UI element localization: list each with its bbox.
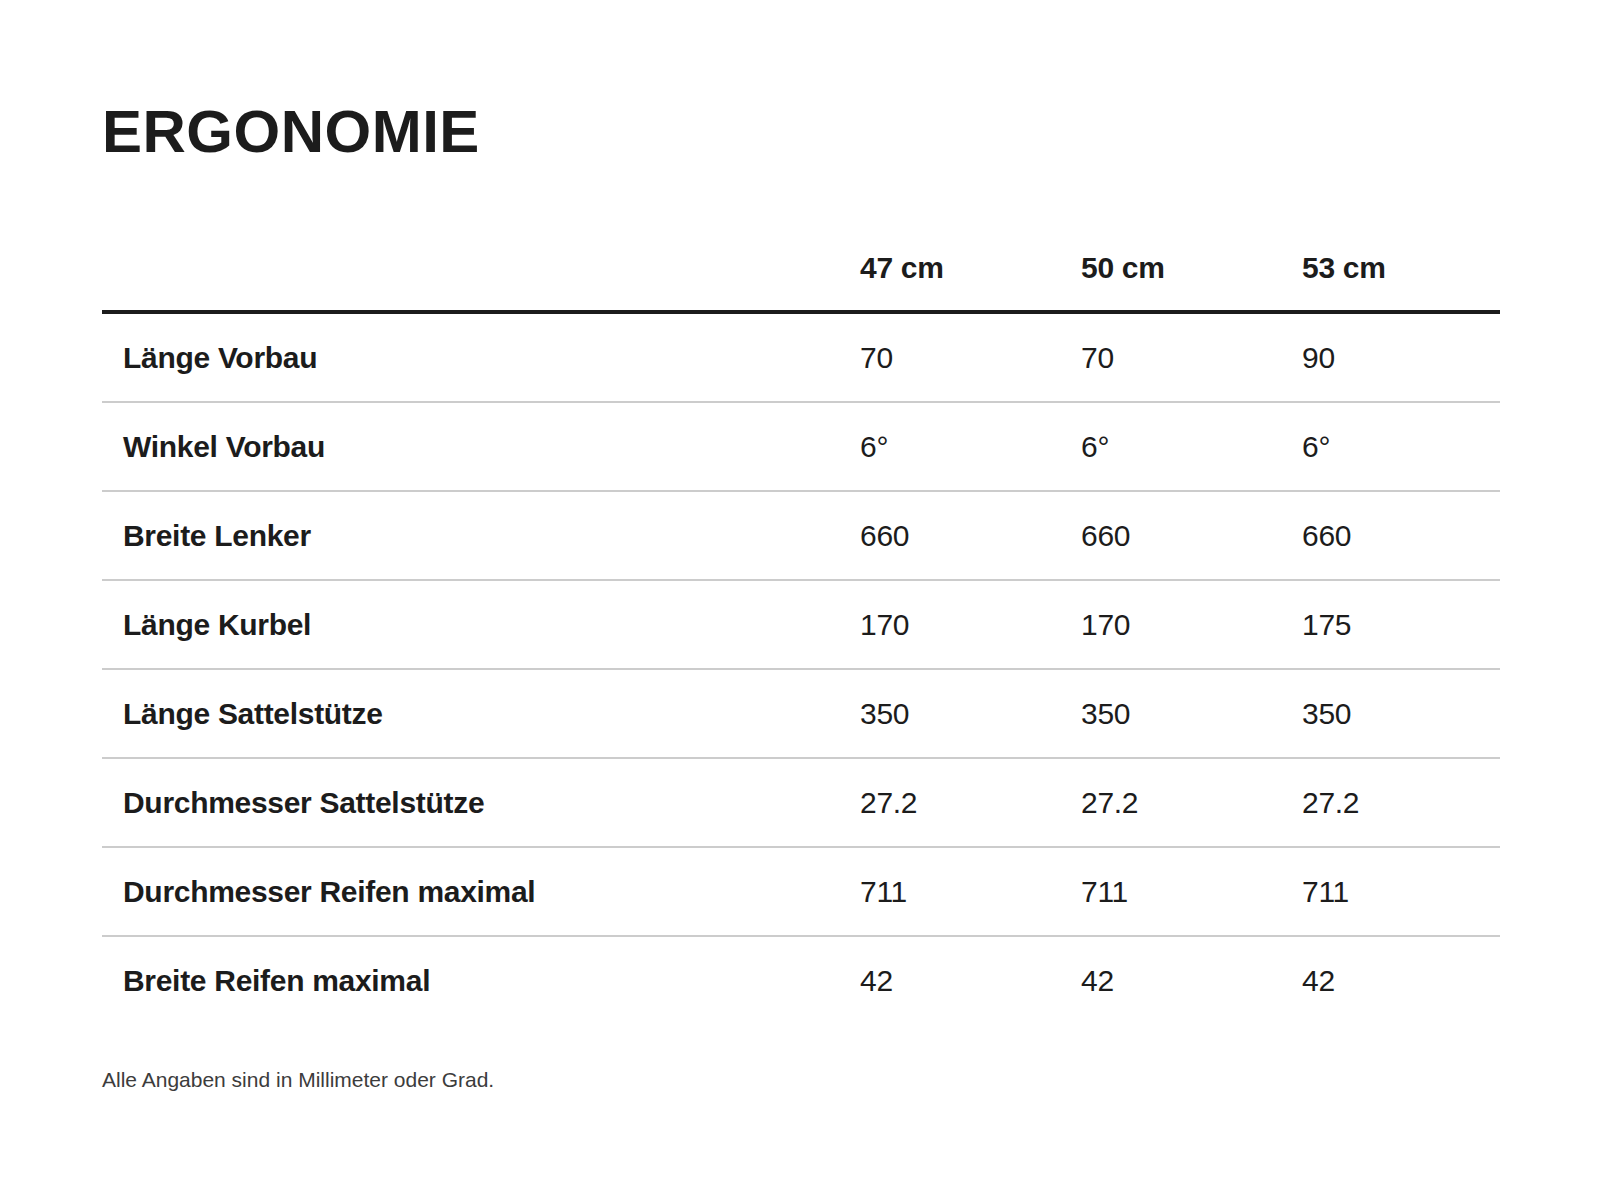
cell-value: 711 <box>1081 875 1302 909</box>
column-header-47cm: 47 cm <box>860 251 1081 285</box>
cell-value: 42 <box>860 964 1081 998</box>
column-header-53cm: 53 cm <box>1302 251 1500 285</box>
table-row-durchmesser-reifen-maximal: Durchmesser Reifen maximal 711 711 711 <box>102 848 1500 937</box>
cell-value: 170 <box>860 608 1081 642</box>
row-label: Breite Reifen maximal <box>102 964 860 998</box>
row-label: Durchmesser Reifen maximal <box>102 875 860 909</box>
cell-value: 660 <box>860 519 1081 553</box>
row-label: Breite Lenker <box>102 519 860 553</box>
cell-value: 175 <box>1302 608 1500 642</box>
row-label: Länge Sattelstütze <box>102 697 860 731</box>
cell-value: 70 <box>1081 341 1302 375</box>
cell-value: 6° <box>1081 430 1302 464</box>
cell-value: 6° <box>1302 430 1500 464</box>
cell-value: 660 <box>1302 519 1500 553</box>
row-label: Länge Vorbau <box>102 341 860 375</box>
ergonomics-spec-table: 47 cm 50 cm 53 cm Länge Vorbau 70 70 90 … <box>102 226 1500 1024</box>
cell-value: 42 <box>1302 964 1500 998</box>
cell-value: 27.2 <box>860 786 1081 820</box>
column-header-50cm: 50 cm <box>1081 251 1302 285</box>
cell-value: 90 <box>1302 341 1500 375</box>
table-row-laenge-sattelstuetze: Länge Sattelstütze 350 350 350 <box>102 670 1500 759</box>
cell-value: 6° <box>860 430 1081 464</box>
table-row-breite-reifen-maximal: Breite Reifen maximal 42 42 42 <box>102 937 1500 1024</box>
ergonomics-page: ERGONOMIE 47 cm 50 cm 53 cm Länge Vorbau… <box>0 0 1600 1200</box>
cell-value: 660 <box>1081 519 1302 553</box>
cell-value: 350 <box>1302 697 1500 731</box>
row-label: Durchmesser Sattelstütze <box>102 786 860 820</box>
table-row-laenge-vorbau: Länge Vorbau 70 70 90 <box>102 314 1500 403</box>
cell-value: 350 <box>860 697 1081 731</box>
footnote: Alle Angaben sind in Millimeter oder Gra… <box>0 1024 1600 1092</box>
cell-value: 350 <box>1081 697 1302 731</box>
cell-value: 27.2 <box>1081 786 1302 820</box>
cell-value: 42 <box>1081 964 1302 998</box>
cell-value: 170 <box>1081 608 1302 642</box>
row-label: Winkel Vorbau <box>102 430 860 464</box>
table-row-laenge-kurbel: Länge Kurbel 170 170 175 <box>102 581 1500 670</box>
cell-value: 711 <box>1302 875 1500 909</box>
cell-value: 711 <box>860 875 1081 909</box>
table-row-breite-lenker: Breite Lenker 660 660 660 <box>102 492 1500 581</box>
cell-value: 70 <box>860 341 1081 375</box>
table-row-durchmesser-sattelstuetze: Durchmesser Sattelstütze 27.2 27.2 27.2 <box>102 759 1500 848</box>
row-label: Länge Kurbel <box>102 608 860 642</box>
table-row-winkel-vorbau: Winkel Vorbau 6° 6° 6° <box>102 403 1500 492</box>
page-title: ERGONOMIE <box>0 0 1600 162</box>
table-header-row: 47 cm 50 cm 53 cm <box>102 226 1500 314</box>
cell-value: 27.2 <box>1302 786 1500 820</box>
